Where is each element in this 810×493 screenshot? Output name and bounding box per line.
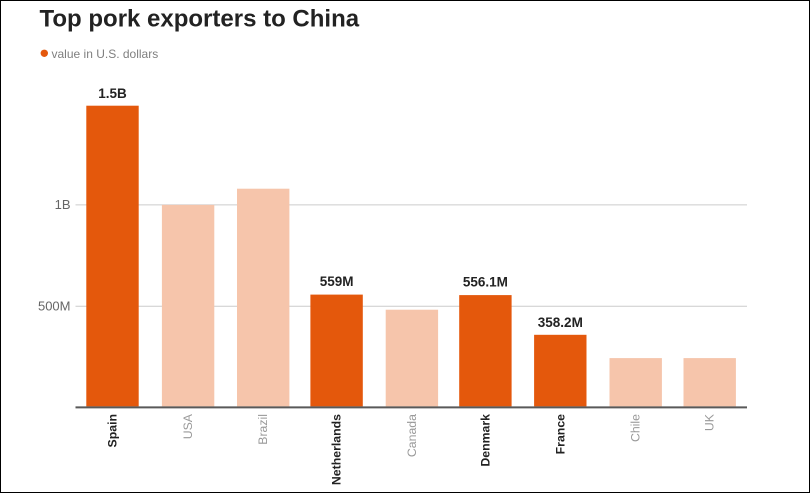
svg-text:559M: 559M: [320, 274, 354, 289]
svg-text:556.1M: 556.1M: [463, 275, 508, 290]
svg-text:Chile: Chile: [629, 414, 643, 442]
svg-text:1.5B: 1.5B: [98, 86, 127, 101]
svg-text:USA: USA: [181, 413, 195, 439]
svg-text:358.2M: 358.2M: [538, 315, 583, 330]
svg-text:Brazil: Brazil: [256, 414, 270, 445]
svg-text:Canada: Canada: [405, 414, 419, 457]
svg-text:France: France: [553, 414, 567, 454]
svg-text:Netherlands: Netherlands: [330, 414, 344, 485]
svg-text:500M: 500M: [38, 298, 71, 313]
svg-text:Denmark: Denmark: [478, 414, 492, 467]
svg-text:Spain: Spain: [106, 414, 120, 447]
svg-text:1B: 1B: [55, 197, 71, 212]
svg-text:value in U.S. dollars: value in U.S. dollars: [52, 47, 159, 61]
svg-text:Top pork exporters to China: Top pork exporters to China: [40, 6, 360, 33]
svg-text:UK: UK: [703, 413, 717, 431]
